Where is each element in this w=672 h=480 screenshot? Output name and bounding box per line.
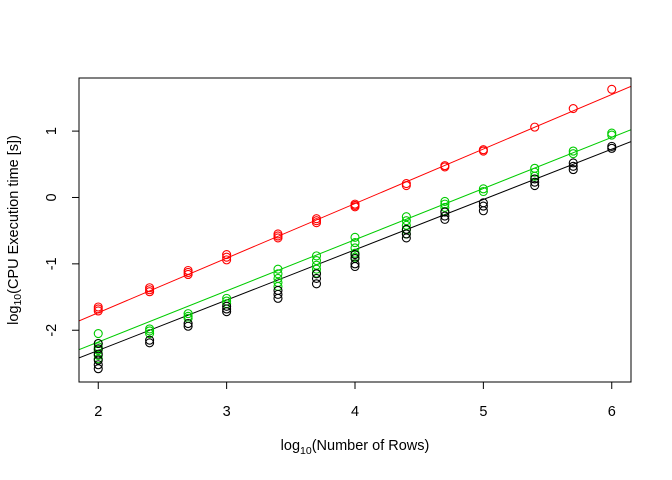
point-s2-27 bbox=[440, 211, 450, 221]
data-points bbox=[93, 84, 617, 374]
point-s0-10 bbox=[222, 252, 232, 262]
x-tick-label: 5 bbox=[479, 404, 487, 420]
point-s2-0 bbox=[93, 338, 103, 349]
point-s0-11 bbox=[222, 255, 232, 265]
point-s0-28 bbox=[568, 103, 578, 114]
point-s2-39 bbox=[607, 143, 617, 153]
point-s1-43 bbox=[530, 171, 540, 181]
point-s2-23 bbox=[401, 224, 411, 234]
point-s1-42 bbox=[530, 167, 540, 177]
point-s2-17 bbox=[311, 273, 322, 284]
point-s2-25 bbox=[401, 233, 411, 243]
x-tick-label: 3 bbox=[223, 404, 231, 420]
point-s1-16 bbox=[273, 269, 283, 279]
point-s2-1 bbox=[93, 344, 103, 354]
point-s1-46 bbox=[607, 128, 617, 138]
point-s1-21 bbox=[311, 255, 322, 266]
point-s2-3 bbox=[93, 355, 103, 365]
point-s0-26 bbox=[478, 146, 488, 156]
x-axis: 2 3 4 5 6 bbox=[94, 381, 616, 420]
point-s2-34 bbox=[530, 180, 540, 191]
point-s2-30 bbox=[478, 201, 488, 211]
point-s2-4 bbox=[93, 360, 103, 370]
point-s1-23 bbox=[311, 264, 322, 274]
point-s2-28 bbox=[440, 214, 450, 224]
point-s1-0 bbox=[93, 328, 103, 339]
point-s2-12 bbox=[222, 307, 232, 317]
point-s0-7 bbox=[183, 267, 193, 278]
point-s2-37 bbox=[568, 165, 578, 175]
point-s2-18 bbox=[311, 279, 322, 289]
y-axis: -2 -1 0 1 bbox=[44, 127, 80, 337]
point-s0-29 bbox=[607, 84, 617, 94]
point-s1-20 bbox=[311, 251, 322, 261]
x-tick-label: 4 bbox=[351, 404, 359, 420]
point-s1-45 bbox=[568, 149, 578, 159]
regression-lines bbox=[79, 85, 631, 359]
point-s2-36 bbox=[568, 161, 578, 171]
point-s1-32 bbox=[401, 220, 411, 230]
point-s1-47 bbox=[607, 130, 617, 140]
point-s2-8 bbox=[183, 319, 193, 329]
point-s1-30 bbox=[401, 212, 411, 222]
fit-line-1 bbox=[79, 129, 631, 351]
point-s1-9 bbox=[183, 309, 193, 319]
point-s2-2 bbox=[93, 349, 103, 359]
point-s1-25 bbox=[350, 232, 360, 242]
point-s1-8 bbox=[145, 328, 155, 339]
point-s1-31 bbox=[401, 216, 411, 226]
plot-frame bbox=[78, 77, 632, 383]
fit-line-0 bbox=[79, 85, 631, 322]
point-s0-2 bbox=[93, 306, 103, 316]
point-s1-27 bbox=[350, 243, 360, 253]
point-s1-37 bbox=[440, 202, 450, 212]
point-s2-5 bbox=[93, 364, 103, 374]
point-s2-6 bbox=[145, 335, 155, 345]
point-s0-27 bbox=[530, 122, 540, 132]
point-s1-35 bbox=[440, 196, 450, 207]
point-s2-22 bbox=[350, 261, 360, 272]
point-s2-15 bbox=[273, 293, 283, 303]
point-s2-33 bbox=[530, 177, 540, 187]
point-s2-7 bbox=[145, 338, 155, 348]
point-s0-1 bbox=[93, 304, 103, 314]
point-s2-10 bbox=[222, 301, 232, 311]
point-s0-21 bbox=[401, 178, 411, 189]
point-s1-15 bbox=[273, 264, 283, 274]
point-s2-9 bbox=[183, 321, 193, 331]
point-s0-14 bbox=[273, 233, 283, 243]
point-s2-31 bbox=[478, 206, 488, 216]
point-s1-40 bbox=[478, 186, 488, 197]
point-s0-22 bbox=[401, 180, 411, 191]
point-s2-35 bbox=[568, 158, 578, 168]
point-s1-44 bbox=[568, 146, 578, 156]
point-s1-26 bbox=[350, 238, 360, 248]
y-axis-label: log10(CPU Execution time [s]) bbox=[6, 135, 24, 325]
x-axis-label: log10(Number of Rows) bbox=[281, 438, 430, 457]
point-s0-17 bbox=[311, 218, 322, 228]
x-tick-label: 2 bbox=[94, 404, 102, 420]
point-s1-7 bbox=[145, 326, 155, 336]
point-s2-26 bbox=[440, 207, 450, 217]
x-tick-label: 6 bbox=[608, 404, 616, 420]
point-s2-32 bbox=[530, 174, 540, 184]
y-tick-label: -2 bbox=[44, 324, 60, 337]
point-s0-20 bbox=[350, 202, 360, 212]
point-s2-21 bbox=[350, 259, 360, 269]
y-tick-label: -1 bbox=[44, 257, 60, 270]
point-s0-24 bbox=[440, 162, 450, 172]
y-tick-label: 0 bbox=[44, 193, 60, 201]
point-s0-9 bbox=[222, 250, 232, 260]
y-tick-label: 1 bbox=[44, 127, 60, 135]
point-s2-14 bbox=[273, 289, 283, 299]
point-s2-16 bbox=[311, 269, 322, 279]
point-s1-39 bbox=[478, 184, 488, 194]
point-s2-19 bbox=[350, 250, 360, 260]
point-s0-8 bbox=[183, 269, 193, 280]
point-s2-24 bbox=[401, 229, 411, 239]
point-s2-11 bbox=[222, 304, 232, 314]
point-s0-5 bbox=[145, 287, 155, 297]
